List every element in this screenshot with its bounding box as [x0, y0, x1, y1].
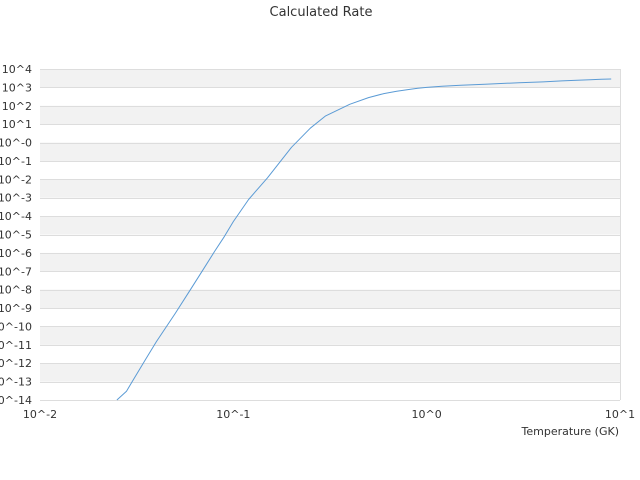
x-tick-label: 10^1	[605, 408, 635, 421]
y-tick-label: 10^-4	[0, 210, 32, 223]
y-tick-label: 10^-9	[0, 302, 32, 315]
y-tick-label: 10^1	[2, 118, 32, 131]
y-tick-label: 10^-1	[0, 155, 32, 168]
y-tick-label: 10^-7	[0, 265, 32, 278]
grid-band	[40, 289, 620, 309]
grid-band	[40, 105, 620, 125]
grid-band	[40, 216, 620, 235]
x-axis-ticks: 10^-2 10^-1 10^0 10^1	[23, 408, 635, 421]
x-tick-label: 10^-1	[216, 408, 250, 421]
y-tick-label: 10^-11	[0, 339, 32, 352]
grid-band	[40, 69, 620, 88]
y-tick-label: 10^2	[2, 100, 32, 113]
y-tick-label: 10^-14	[0, 394, 32, 407]
series-line	[116, 78, 612, 401]
x-axis-title: Temperature (GK)	[521, 425, 620, 438]
y-tick-label: 10^-6	[0, 247, 32, 260]
grid-band	[40, 252, 620, 272]
grid-band	[40, 326, 620, 345]
y-tick-label: 10^-2	[0, 173, 32, 186]
grid-band	[40, 363, 620, 382]
y-tick-label: 10^-12	[0, 357, 32, 370]
grid-band	[40, 179, 620, 198]
grid-lines	[40, 69, 621, 401]
grid-band	[40, 142, 620, 161]
x-tick-label: 10^0	[412, 408, 442, 421]
y-tick-label: 10^-10	[0, 320, 32, 333]
grid-bands	[40, 69, 620, 382]
x-tick-label: 10^-2	[23, 408, 57, 421]
y-tick-label: 10^-5	[0, 229, 32, 242]
y-tick-label: 10^4	[2, 63, 32, 76]
chart-title: Calculated Rate	[270, 5, 373, 20]
y-tick-label: 10^-3	[0, 192, 32, 205]
y-tick-label: 10^-13	[0, 376, 32, 389]
y-tick-label: 10^3	[2, 81, 32, 94]
y-tick-label: 10^-8	[0, 284, 32, 297]
series-layer	[116, 78, 612, 401]
y-axis-ticks: 10^-14 10^-13 10^-12 10^-11 10^-10 10^-9 10^-8…	[0, 63, 32, 407]
y-tick-label: 10^-0	[0, 137, 32, 150]
